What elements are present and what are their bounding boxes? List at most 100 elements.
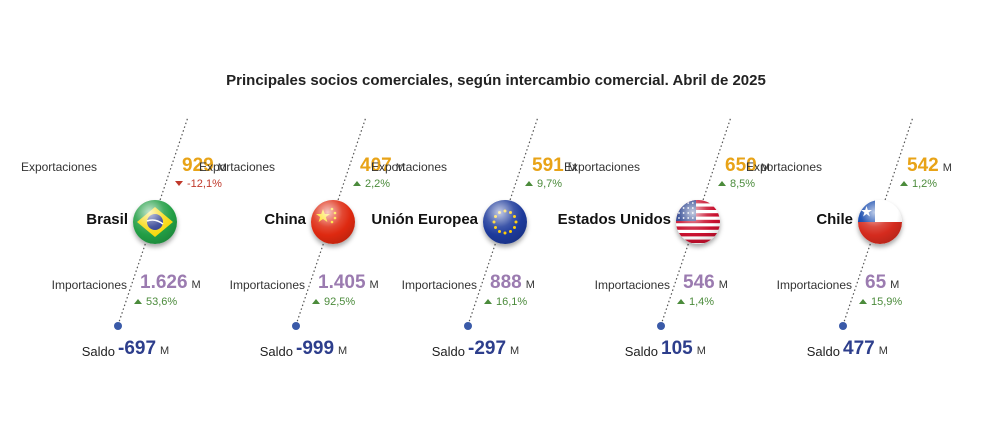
balance-label: Saldo — [806, 344, 840, 359]
unit-label: M — [942, 162, 952, 174]
flag-gloss — [858, 200, 902, 244]
imports-value-number: 888 — [490, 272, 522, 293]
imports-change: 53,6% — [134, 296, 177, 308]
flag-gloss — [133, 200, 177, 244]
unit-label: M — [338, 345, 348, 357]
line-end-dot — [114, 322, 122, 330]
exports-value-number: 407 — [360, 155, 392, 176]
balance-value-number: 477 — [843, 338, 875, 359]
unit-label: M — [718, 279, 728, 291]
dotted-line — [295, 116, 367, 326]
imports-label: Importaciones — [229, 278, 305, 292]
unit-label: M — [760, 162, 770, 174]
exports-label: Exportaciones — [745, 160, 822, 174]
imports-change: 16,1% — [484, 296, 527, 308]
imports-value: 65 M — [865, 272, 899, 294]
balance-label: Saldo — [431, 344, 465, 359]
imports-value: 1.626 M — [140, 272, 201, 294]
exports-value: 542 M — [907, 155, 952, 177]
flag-gloss — [483, 200, 527, 244]
brazil-flag-icon — [133, 200, 177, 244]
balance-value: -999 M — [296, 338, 347, 360]
dotted-line — [660, 116, 732, 326]
arrow-down-icon — [175, 181, 183, 186]
flag-gloss — [676, 200, 720, 244]
balance-label: Saldo — [81, 344, 115, 359]
arrow-up-icon — [677, 299, 685, 304]
unit-label: M — [191, 279, 201, 291]
exports-value-number: 591 — [532, 155, 564, 176]
dotted-line — [467, 116, 539, 326]
unit-label: M — [369, 279, 379, 291]
chile-flag-icon — [858, 200, 902, 244]
unit-label: M — [217, 162, 227, 174]
imports-value: 1.405 M — [318, 272, 379, 294]
exports-value: 407 M — [360, 155, 405, 177]
balance-value: -297 M — [468, 338, 519, 360]
line-end-dot — [839, 322, 847, 330]
exports-change-text: 8,5% — [730, 178, 756, 190]
arrow-up-icon — [134, 299, 142, 304]
unit-label: M — [696, 345, 706, 357]
imports-value-number: 546 — [683, 272, 715, 293]
partner-name: China — [264, 211, 306, 228]
unit-label: M — [525, 279, 535, 291]
imports-value-number: 1.405 — [318, 272, 366, 293]
arrow-up-icon — [718, 181, 726, 186]
exports-change: 9,7% — [525, 178, 562, 190]
unit-label: M — [890, 279, 900, 291]
arrow-up-icon — [900, 181, 908, 186]
usa-flag-icon — [676, 200, 720, 244]
dotted-line — [842, 116, 914, 326]
partner-name: Chile — [816, 211, 853, 228]
exports-label: Exportaciones — [370, 160, 447, 174]
arrow-up-icon — [859, 299, 867, 304]
imports-change-text: 53,6% — [146, 296, 178, 308]
chart-title: Principales socios comerciales, según in… — [226, 72, 766, 89]
exports-value-number: 929 — [182, 155, 214, 176]
eu-flag-icon — [483, 200, 527, 244]
unit-label: M — [160, 345, 170, 357]
exports-label: Exportaciones — [20, 160, 97, 174]
arrow-up-icon — [484, 299, 492, 304]
exports-value-number: 650 — [725, 155, 757, 176]
exports-change: 2,2% — [353, 178, 390, 190]
exports-value-number: 542 — [907, 155, 939, 176]
imports-label: Importaciones — [776, 278, 852, 292]
exports-change-text: 2,2% — [365, 178, 391, 190]
balance-label: Saldo — [259, 344, 293, 359]
imports-value: 546 M — [683, 272, 728, 294]
imports-change-text: 1,4% — [689, 296, 715, 308]
imports-change: 15,9% — [859, 296, 902, 308]
balance-value-number: -297 — [468, 338, 507, 359]
exports-label: Exportaciones — [198, 160, 275, 174]
arrow-up-icon — [525, 181, 533, 186]
balance-label: Saldo — [624, 344, 658, 359]
balance-value-number: 105 — [661, 338, 693, 359]
exports-value: 929 M — [182, 155, 227, 177]
line-end-dot — [657, 322, 665, 330]
imports-change: 92,5% — [312, 296, 355, 308]
partner-name: Unión Europea — [371, 211, 478, 228]
imports-change-text: 92,5% — [324, 296, 356, 308]
exports-change-text: 9,7% — [537, 178, 563, 190]
imports-value-number: 65 — [865, 272, 887, 293]
exports-value: 591 M — [532, 155, 577, 177]
partner-name: Estados Unidos — [557, 211, 671, 228]
imports-change-text: 15,9% — [871, 296, 903, 308]
imports-change-text: 16,1% — [496, 296, 528, 308]
exports-label: Exportaciones — [563, 160, 640, 174]
arrow-up-icon — [312, 299, 320, 304]
imports-change: 1,4% — [677, 296, 714, 308]
dotted-line — [117, 116, 189, 326]
unit-label: M — [510, 345, 520, 357]
partner-name: Brasil — [86, 211, 128, 228]
exports-change: -12,1% — [175, 178, 222, 190]
imports-label: Importaciones — [51, 278, 127, 292]
exports-change: 1,2% — [900, 178, 937, 190]
exports-change-text: -12,1% — [187, 178, 222, 190]
